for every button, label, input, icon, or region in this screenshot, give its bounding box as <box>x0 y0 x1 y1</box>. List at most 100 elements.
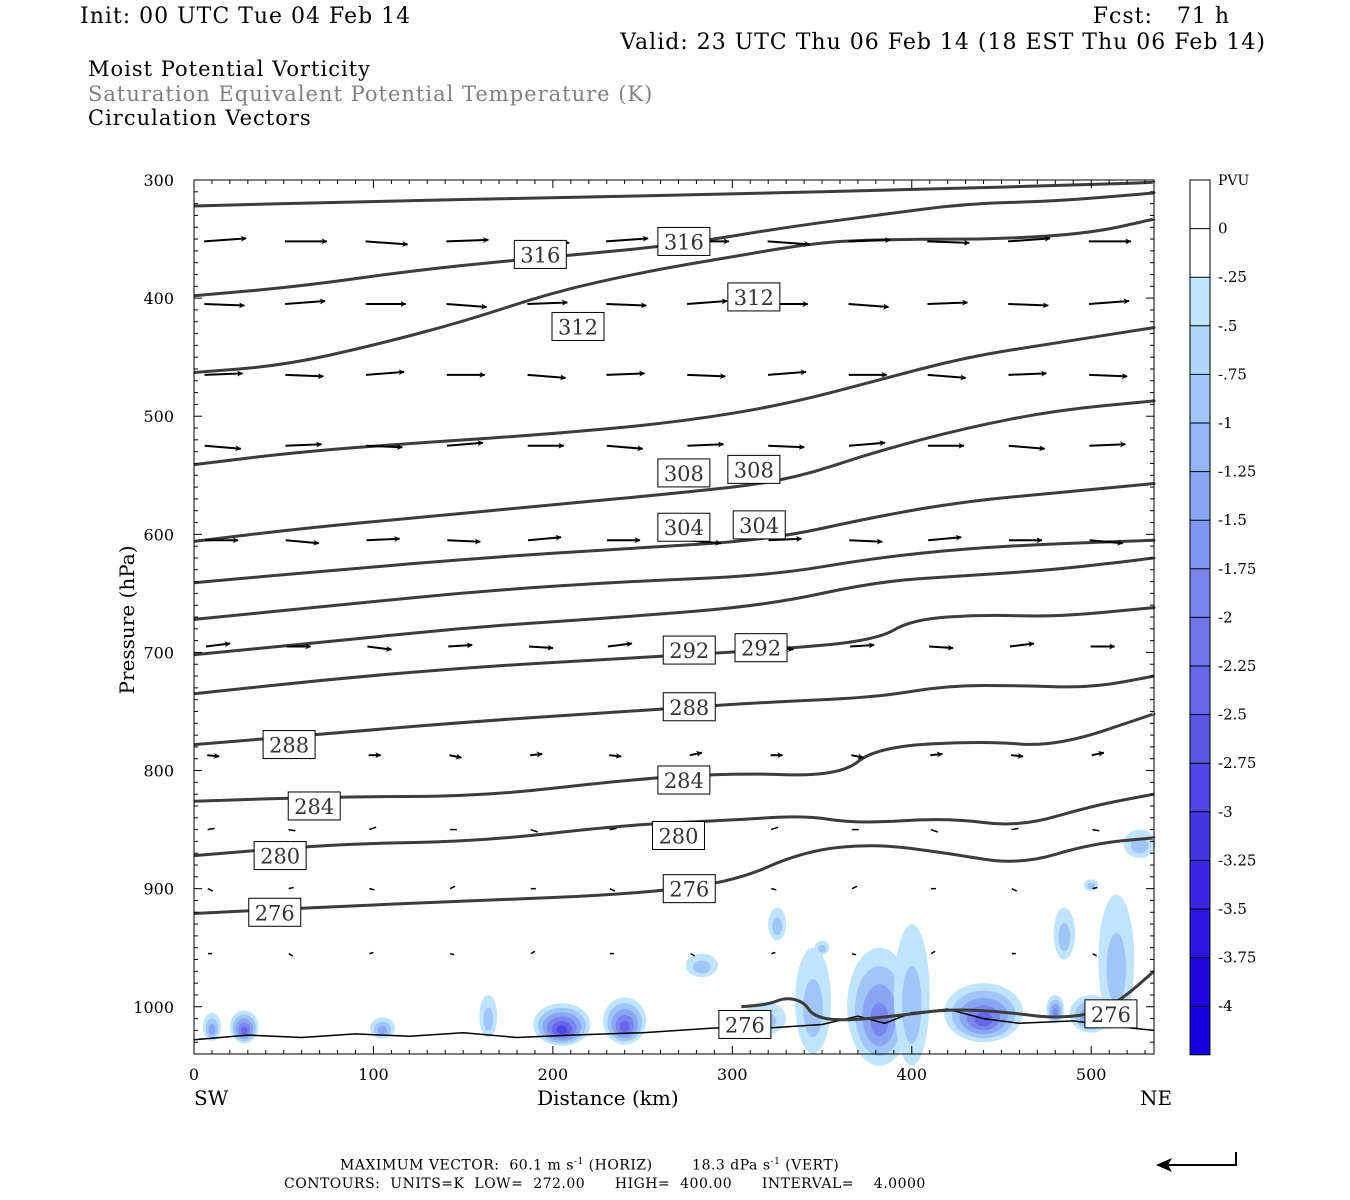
vector-arrow <box>927 373 967 381</box>
colorbar-swatch <box>1190 957 1210 1007</box>
vector-arrow <box>1088 298 1130 306</box>
colorbar-tick-label: -3.5 <box>1218 900 1247 918</box>
contour-label-text: 308 <box>734 458 774 482</box>
contour-label: 288 <box>262 730 316 760</box>
colorbar-swatch <box>1190 860 1210 909</box>
vector-arrow <box>609 887 616 892</box>
contour-label: 292 <box>662 635 716 665</box>
theta-es-contour-308 <box>193 326 1156 467</box>
vector-arrow <box>366 535 401 542</box>
contour-info: CONTOURS: UNITS=K LOW= 272.00 HIGH= 400.… <box>284 1176 926 1192</box>
x-axis-label: Distance (km) <box>537 1086 679 1110</box>
pv-patch <box>818 944 826 953</box>
colorbar-swatch <box>1190 374 1210 423</box>
y-tick-label: 900 <box>143 880 174 899</box>
vector-arrow <box>690 952 696 957</box>
vector-arrow <box>449 753 462 760</box>
contour-label: 308 <box>657 458 711 488</box>
contour-label: 316 <box>657 226 711 256</box>
pv-patch <box>1087 882 1096 890</box>
contour-labels: 316 316 312 312 308 308 304 304 292 292 288 288 284 2… <box>248 226 1138 1039</box>
endpoint-sw: SW <box>194 1086 229 1110</box>
contour-label-text: 316 <box>664 230 704 254</box>
vector-arrow <box>1092 828 1100 832</box>
contour-label: 276 <box>248 897 302 927</box>
contour-label-text: 284 <box>664 769 704 793</box>
vector-arrow <box>927 299 969 306</box>
vector-arrow <box>686 298 728 306</box>
vector-arrow <box>771 887 777 891</box>
vector-arrow <box>446 303 488 310</box>
pv-patch <box>1130 837 1149 854</box>
pv-patch <box>870 1002 889 1037</box>
layer-title-theta-es: Saturation Equivalent Potential Temperat… <box>88 82 654 106</box>
contour-label-box <box>734 633 788 663</box>
y-axis-label: Pressure (hPa) <box>115 546 139 695</box>
vector-arrow <box>367 645 393 652</box>
vector-arrow <box>527 534 562 542</box>
contour-label-text: 288 <box>669 696 709 720</box>
pv-patch <box>1058 922 1071 952</box>
contour-label-text: 276 <box>255 901 295 925</box>
contour-label-text: 288 <box>269 734 309 758</box>
vector-arrow <box>927 239 970 246</box>
vector-arrow <box>607 641 633 648</box>
vector-arrow <box>528 644 554 651</box>
x-tick-label: 400 <box>896 1065 927 1084</box>
pv-patch <box>693 960 711 974</box>
vector-arrow <box>850 642 875 649</box>
contour-label-text: 276 <box>669 878 709 902</box>
vector-arrow <box>204 444 242 452</box>
colorbar-swatch <box>1190 666 1210 715</box>
colorbar: PVU 0 -.25 -.5 -.75 -1 -1.25 -1.5 -1.75 -2 -2.25 -2… <box>1189 173 1256 1056</box>
x-tick-label: 500 <box>1076 1065 1107 1084</box>
colorbar-swatch <box>1190 811 1210 861</box>
contour-label-text: 316 <box>520 243 560 267</box>
colorbar-swatch <box>1190 471 1210 521</box>
colorbar-tick-label: -2.5 <box>1218 706 1247 724</box>
vector-arrow <box>767 240 811 248</box>
pv-patch <box>901 965 922 1044</box>
contour-label: 276 <box>718 1009 772 1039</box>
contour-label-box <box>662 874 716 904</box>
colorbar-tick-label: -2 <box>1218 608 1233 626</box>
contour-label-box <box>1084 999 1138 1029</box>
contour-label: 312 <box>551 311 605 341</box>
pv-patch <box>208 1024 216 1035</box>
contour-label: 292 <box>734 633 788 663</box>
colorbar-tick-label: -.75 <box>1218 365 1247 383</box>
vector-arrow <box>448 642 473 649</box>
colorbar-tick-label: -4 <box>1218 997 1233 1015</box>
vector-arrow <box>365 369 405 376</box>
pv-patch <box>619 1020 630 1032</box>
theta-es-contours <box>193 180 1156 1041</box>
pv-patch <box>1106 932 1127 1004</box>
vector-arrow <box>849 538 883 545</box>
vector-arrow <box>606 370 646 377</box>
vector-arrow <box>770 826 779 831</box>
contour-label-box <box>662 635 716 665</box>
vector-arrow <box>687 373 726 380</box>
contour-label: 288 <box>662 692 716 722</box>
colorbar-tick-label: -1.25 <box>1218 463 1256 481</box>
vector-arrow <box>606 444 644 452</box>
vector-arrow <box>851 885 858 890</box>
vector-arrow <box>1089 539 1124 546</box>
colorbar-tick-label: -2.25 <box>1218 657 1256 675</box>
vector-arrow <box>366 444 403 451</box>
pv-patch <box>377 1026 388 1034</box>
colorbar-swatch <box>1190 714 1210 764</box>
vector-arrow <box>1009 641 1035 648</box>
colorbar-swatch <box>1190 228 1210 278</box>
vector-arrow <box>930 828 939 833</box>
vector-arrow <box>1089 373 1128 380</box>
contour-label-box <box>651 821 705 850</box>
vector-arrow <box>1008 302 1049 309</box>
contour-label-box <box>287 791 341 821</box>
theta-es-contour-296 <box>193 538 1156 621</box>
vector-arrow <box>369 951 374 955</box>
vector-arrow <box>609 827 617 831</box>
contour-label-box <box>718 1009 772 1039</box>
contour-label-box <box>657 226 711 256</box>
vector-arrow <box>606 235 649 243</box>
